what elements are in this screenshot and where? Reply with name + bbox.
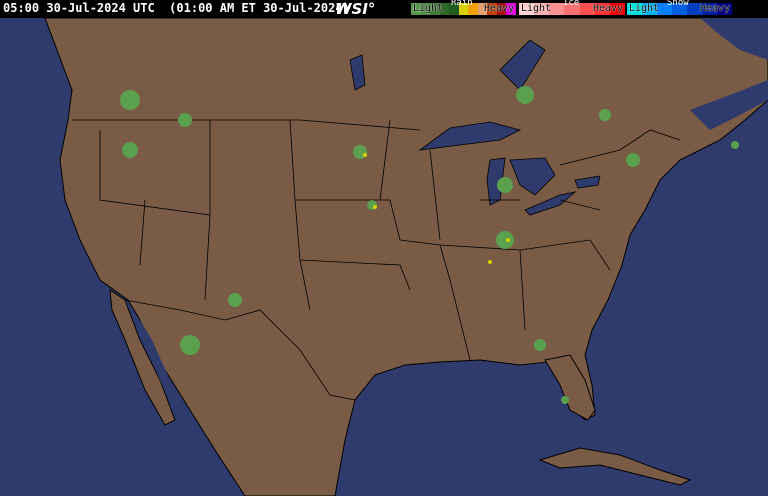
snow-legend-swatch bbox=[702, 3, 717, 15]
cuba bbox=[538, 447, 692, 486]
rain-legend-swatch bbox=[506, 3, 517, 15]
florida bbox=[544, 354, 596, 421]
rain-legend-swatch bbox=[449, 3, 459, 15]
rain-legend-swatch bbox=[477, 3, 488, 15]
radar-echo bbox=[731, 141, 739, 149]
rain-legend-swatch bbox=[411, 3, 421, 15]
ice-legend-swatch bbox=[519, 3, 535, 15]
radar-echo-heavy bbox=[488, 260, 492, 264]
radar-echo bbox=[561, 396, 569, 404]
radar-echo bbox=[180, 335, 200, 355]
snow-legend bbox=[627, 3, 732, 15]
rain-heavy-label: Heavy bbox=[484, 3, 515, 14]
borders bbox=[72, 119, 681, 401]
radar-echo-heavy bbox=[373, 205, 377, 209]
ice-legend-swatch bbox=[594, 3, 610, 15]
radar-echo bbox=[122, 142, 138, 158]
lake-winnipeg bbox=[349, 54, 366, 91]
ice-legend-swatch bbox=[579, 3, 595, 15]
gulf-of-california bbox=[140, 320, 185, 415]
snow-label: Snow bbox=[667, 0, 689, 8]
timestamp-title: 05:00 30-Jul-2024 UTC (01:00 AM ET 30-Ju… bbox=[3, 1, 350, 15]
snow-legend-swatch bbox=[642, 3, 657, 15]
rain-label: Rain bbox=[451, 0, 473, 8]
baja-california bbox=[109, 288, 176, 426]
snow-legend-swatch bbox=[687, 3, 702, 15]
ice-heavy-label: Heavy bbox=[593, 3, 624, 14]
lake-nipigon-region bbox=[499, 39, 546, 91]
ice-legend-swatch bbox=[609, 3, 625, 15]
north-america-land bbox=[44, 17, 768, 496]
snow-legend-swatch bbox=[627, 3, 642, 15]
ice-legend bbox=[519, 3, 625, 15]
rain-legend-swatch bbox=[468, 3, 478, 15]
snow-legend-swatch bbox=[657, 3, 672, 15]
radar-echo bbox=[626, 153, 640, 167]
header-bar: 05:00 30-Jul-2024 UTC (01:00 AM ET 30-Ju… bbox=[0, 0, 768, 18]
radar-echo bbox=[228, 293, 242, 307]
rain-light-label: Light bbox=[413, 3, 444, 14]
rain-legend-swatch bbox=[430, 3, 440, 15]
us-mexico-border bbox=[124, 299, 356, 401]
lake-superior bbox=[418, 121, 522, 151]
snow-heavy-label: Heavy bbox=[700, 3, 731, 14]
rain-legend-swatch bbox=[420, 3, 431, 15]
lake-ontario bbox=[574, 175, 601, 189]
lake-huron bbox=[509, 157, 556, 196]
radar-returns bbox=[120, 86, 739, 404]
radar-echo bbox=[496, 231, 514, 249]
state-lines bbox=[99, 119, 611, 361]
ice-legend-swatch bbox=[549, 3, 565, 15]
radar-echo bbox=[178, 113, 192, 127]
rain-legend bbox=[411, 3, 517, 15]
ice-legend-swatch bbox=[534, 3, 550, 15]
snow-light-label: Light bbox=[629, 3, 660, 14]
ice-label: Ice bbox=[563, 0, 580, 8]
radar-echo-heavy bbox=[506, 238, 510, 242]
rain-legend-swatch bbox=[487, 3, 497, 15]
rain-legend-swatch bbox=[496, 3, 507, 15]
rain-legend-swatch bbox=[458, 3, 469, 15]
radar-echo bbox=[120, 90, 140, 110]
gulf-of-st-lawrence bbox=[690, 80, 768, 130]
radar-echo bbox=[534, 339, 546, 351]
radar-echo-heavy bbox=[363, 153, 367, 157]
lake-erie bbox=[524, 191, 577, 216]
snow-legend-swatch bbox=[717, 3, 732, 15]
radar-echo bbox=[497, 177, 513, 193]
ice-light-label: Light bbox=[521, 3, 552, 14]
rain-legend-swatch bbox=[439, 3, 450, 15]
lake-michigan bbox=[486, 157, 506, 206]
great-lakes bbox=[349, 39, 601, 216]
ice-legend-swatch bbox=[564, 3, 580, 15]
radar-echo bbox=[516, 86, 534, 104]
us-canada-border bbox=[72, 119, 681, 166]
radar-heavy-returns bbox=[363, 153, 510, 264]
hudson-bay-area-water bbox=[700, 18, 768, 60]
wsi-logo: WSI° bbox=[335, 0, 376, 18]
snow-legend-swatch bbox=[672, 3, 687, 15]
radar-echo bbox=[599, 109, 611, 121]
